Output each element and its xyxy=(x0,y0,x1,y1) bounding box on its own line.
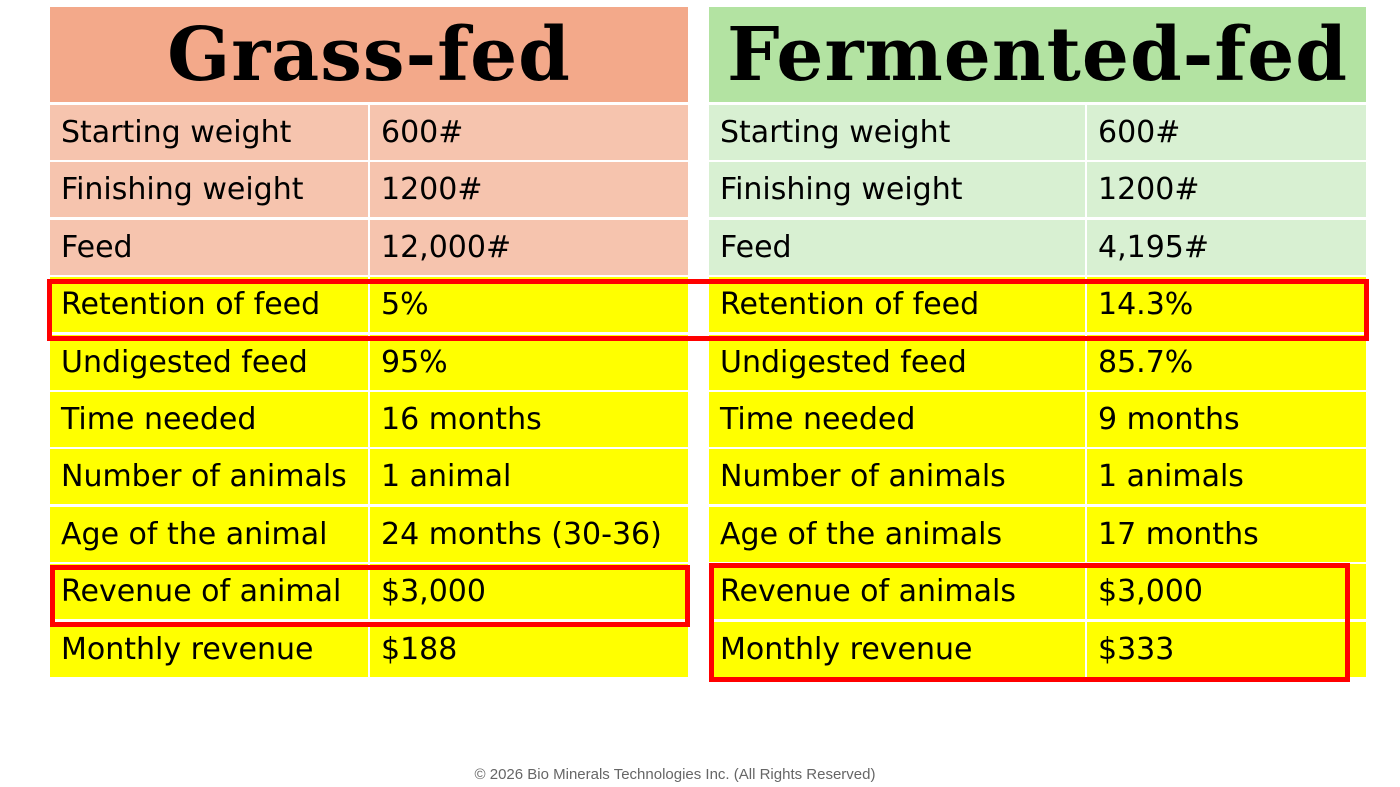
table-row: Undigested feed 95% xyxy=(50,334,688,390)
row-value: $3,000 xyxy=(370,564,688,620)
table-row: Feed 4,195# xyxy=(709,219,1366,275)
row-value: 14.3% xyxy=(1087,277,1366,333)
table-row: Time needed 9 months xyxy=(709,391,1366,447)
row-label: Starting weight xyxy=(50,105,368,160)
row-value: 1 animal xyxy=(370,449,688,505)
table-row: Starting weight 600# xyxy=(709,105,1366,160)
table-row: Feed 12,000# xyxy=(50,219,688,275)
table-row: Revenue of animal $3,000 xyxy=(50,564,688,620)
row-label: Revenue of animal xyxy=(50,564,368,620)
row-label: Feed xyxy=(50,219,368,275)
table-row: Finishing weight 1200# xyxy=(50,162,688,218)
row-label: Undigested feed xyxy=(709,334,1085,390)
row-value: 1 animals xyxy=(1087,449,1366,505)
row-label: Retention of feed xyxy=(709,277,1085,333)
table-row: Age of the animal 24 months (30-36) xyxy=(50,506,688,562)
table-row: Number of animals 1 animals xyxy=(709,449,1366,505)
row-value: 1200# xyxy=(370,162,688,218)
row-label: Number of animals xyxy=(709,449,1085,505)
row-label: Time needed xyxy=(709,391,1085,447)
row-value: 600# xyxy=(370,105,688,160)
row-label: Feed xyxy=(709,219,1085,275)
grass-fed-title: Grass-fed xyxy=(50,7,688,102)
row-label: Age of the animals xyxy=(709,506,1085,562)
row-value: 24 months (30-36) xyxy=(370,506,688,562)
row-label: Time needed xyxy=(50,391,368,447)
row-label: Undigested feed xyxy=(50,334,368,390)
grass-fed-table: Grass-fed Starting weight 600# Finishing… xyxy=(50,7,688,679)
table-row: Retention of feed 14.3% xyxy=(709,277,1366,333)
row-value: $188 xyxy=(370,621,688,677)
row-label: Monthly revenue xyxy=(50,621,368,677)
table-row: Starting weight 600# xyxy=(50,105,688,160)
row-value: 12,000# xyxy=(370,219,688,275)
row-label: Monthly revenue xyxy=(709,621,1085,677)
row-label: Revenue of animals xyxy=(709,564,1085,620)
table-row: Revenue of animals $3,000 xyxy=(709,564,1366,620)
row-value: 600# xyxy=(1087,105,1366,160)
fermented-fed-table: Fermented-fed Starting weight 600# Finis… xyxy=(709,7,1366,679)
row-value: 85.7% xyxy=(1087,334,1366,390)
row-label: Finishing weight xyxy=(50,162,368,218)
table-row: Number of animals 1 animal xyxy=(50,449,688,505)
row-value: 5% xyxy=(370,277,688,333)
copyright-footer: © 2026 Bio Minerals Technologies Inc. (A… xyxy=(474,766,876,783)
table-row: Retention of feed 5% xyxy=(50,277,688,333)
row-value: 16 months xyxy=(370,391,688,447)
row-value: 9 months xyxy=(1087,391,1366,447)
table-row: Monthly revenue $188 xyxy=(50,621,688,677)
table-row: Monthly revenue $333 xyxy=(709,621,1366,677)
row-value: 4,195# xyxy=(1087,219,1366,275)
table-row: Time needed 16 months xyxy=(50,391,688,447)
fermented-fed-title: Fermented-fed xyxy=(709,7,1366,102)
row-label: Number of animals xyxy=(50,449,368,505)
row-value: $333 xyxy=(1087,621,1366,677)
row-value: 95% xyxy=(370,334,688,390)
table-row: Undigested feed 85.7% xyxy=(709,334,1366,390)
row-label: Starting weight xyxy=(709,105,1085,160)
row-value: 17 months xyxy=(1087,506,1366,562)
table-row: Age of the animals 17 months xyxy=(709,506,1366,562)
row-label: Retention of feed xyxy=(50,277,368,333)
row-value: $3,000 xyxy=(1087,564,1366,620)
row-value: 1200# xyxy=(1087,162,1366,218)
table-row: Finishing weight 1200# xyxy=(709,162,1366,218)
row-label: Finishing weight xyxy=(709,162,1085,218)
row-label: Age of the animal xyxy=(50,506,368,562)
